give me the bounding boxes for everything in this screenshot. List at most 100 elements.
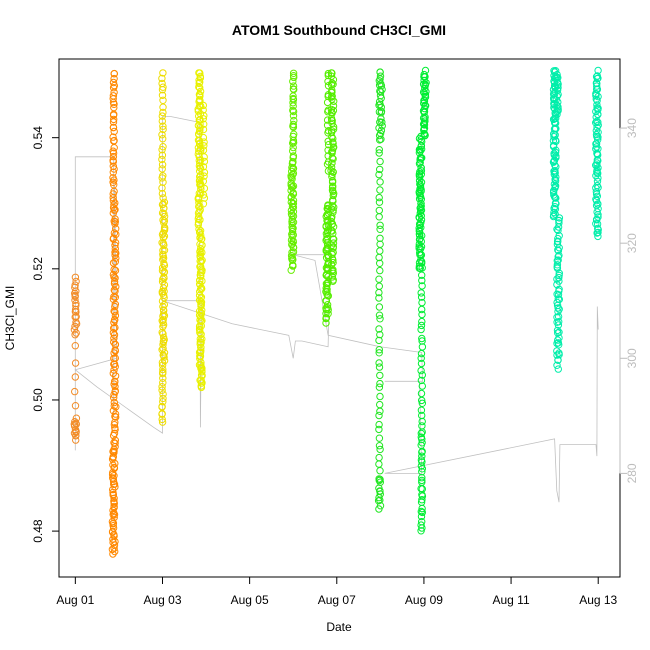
- data-point: [159, 365, 167, 374]
- data-point: [377, 126, 386, 135]
- data-point: [375, 346, 383, 354]
- data-point: [158, 346, 166, 354]
- y-tick-label: 0.52: [31, 257, 45, 281]
- data-point: [158, 91, 167, 100]
- data-point: [159, 172, 167, 180]
- data-point: [71, 359, 80, 367]
- data-point: [416, 159, 424, 167]
- data-point: [110, 69, 119, 78]
- data-point: [416, 180, 424, 188]
- data-point: [552, 146, 560, 154]
- data-point: [328, 213, 336, 221]
- data-point: [196, 352, 205, 360]
- data-point: [110, 398, 119, 407]
- data-point: [417, 167, 426, 175]
- y-tick-label: 0.54: [31, 126, 45, 150]
- data-point: [417, 507, 425, 516]
- data-point: [289, 120, 297, 129]
- series-4-points: [287, 69, 298, 274]
- data-point: [158, 79, 166, 88]
- data-point: [375, 411, 383, 420]
- data-point: [196, 276, 204, 284]
- data-point: [376, 502, 385, 510]
- data-point: [159, 122, 167, 130]
- data-point: [376, 467, 384, 475]
- data-point: [109, 461, 117, 469]
- data-point: [375, 476, 383, 485]
- data-point: [418, 305, 426, 314]
- data-point: [196, 227, 205, 235]
- data-point: [375, 282, 383, 290]
- series-6-points: [374, 68, 386, 513]
- series-9-points: [592, 66, 602, 241]
- data-point: [417, 366, 425, 375]
- data-point: [552, 114, 560, 123]
- data-point: [376, 186, 384, 194]
- data-point: [375, 146, 383, 154]
- data-point: [196, 173, 204, 181]
- data-point: [555, 334, 563, 342]
- data-point: [199, 125, 208, 134]
- data-point: [328, 202, 336, 210]
- x-tick-label: Aug 01: [56, 593, 94, 607]
- x-tick-label: Aug 13: [579, 593, 617, 607]
- data-point: [553, 110, 561, 119]
- data-point: [328, 159, 336, 167]
- data-point: [554, 365, 562, 373]
- data-point: [110, 338, 118, 346]
- data-point: [158, 161, 167, 169]
- data-point: [159, 333, 168, 342]
- data-point: [111, 354, 120, 362]
- data-point: [375, 170, 383, 179]
- data-point: [323, 116, 332, 124]
- data-point: [197, 330, 205, 338]
- data-point: [159, 390, 167, 398]
- data-point: [328, 148, 336, 156]
- data-point: [158, 155, 166, 164]
- data-point: [287, 266, 295, 274]
- data-point: [110, 74, 118, 83]
- data-point: [417, 321, 426, 330]
- data-point: [376, 225, 384, 234]
- data-point: [110, 115, 118, 124]
- data-point: [111, 308, 119, 316]
- data-point: [375, 359, 383, 367]
- y2-tick-label: 280: [625, 463, 639, 483]
- data-point: [158, 278, 167, 286]
- data-point: [594, 228, 602, 237]
- data-point: [110, 201, 118, 209]
- data-point: [111, 346, 119, 354]
- data-point: [376, 400, 384, 409]
- data-point: [160, 301, 169, 309]
- data-point: [111, 300, 120, 308]
- data-point: [110, 307, 118, 315]
- data-point: [554, 105, 562, 113]
- data-point: [594, 145, 602, 153]
- y-tick-label: 0.50: [31, 388, 45, 412]
- data-point: [376, 266, 384, 275]
- data-point: [198, 335, 206, 343]
- data-point: [420, 70, 428, 79]
- data-point: [375, 101, 383, 109]
- data-point: [110, 277, 119, 286]
- data-point: [421, 101, 429, 110]
- data-point: [553, 326, 562, 335]
- data-point: [160, 198, 169, 207]
- data-point: [111, 266, 120, 275]
- series-8-points: [549, 67, 564, 373]
- data-point: [110, 127, 118, 136]
- data-point: [110, 513, 118, 522]
- data-point: [109, 270, 118, 279]
- data-point: [196, 216, 204, 224]
- data-point: [289, 143, 297, 152]
- x-axis-label: Date: [326, 620, 352, 634]
- data-point: [109, 468, 117, 477]
- data-point: [112, 249, 120, 257]
- data-point: [551, 119, 559, 127]
- data-point: [323, 304, 332, 312]
- data-point: [287, 186, 295, 195]
- data-point: [109, 535, 117, 543]
- data-point: [199, 163, 208, 171]
- data-point: [375, 349, 383, 357]
- data-point: [289, 82, 298, 90]
